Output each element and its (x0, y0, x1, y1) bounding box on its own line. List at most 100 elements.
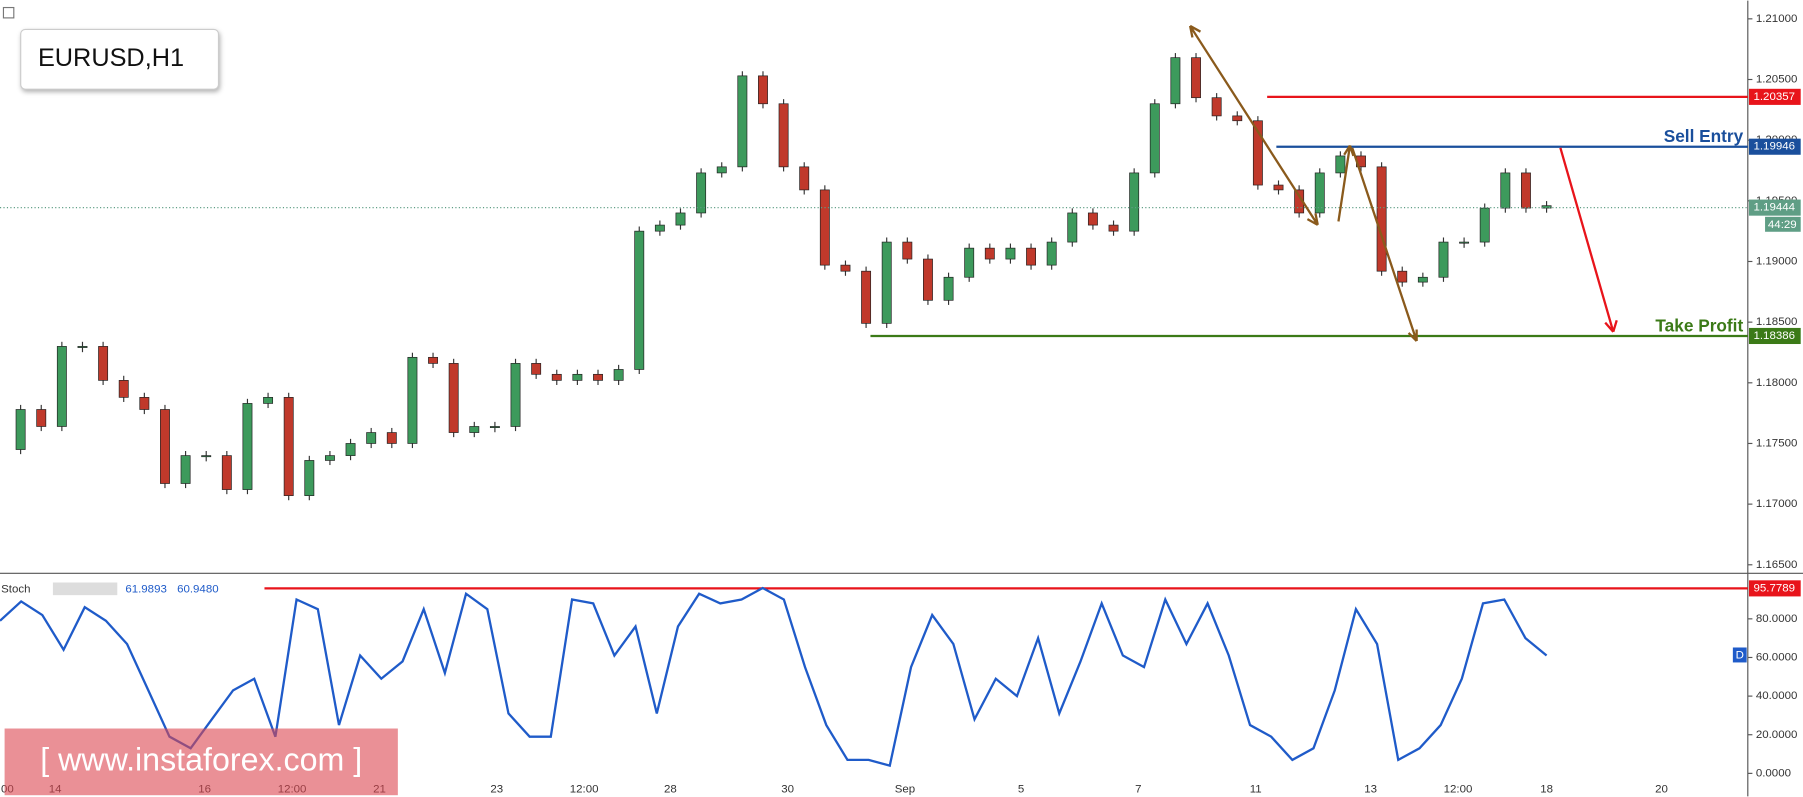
candle-body (551, 373, 562, 381)
x-tick-label: 12:00 (570, 783, 599, 795)
candle-body (1479, 207, 1490, 243)
candle-body (428, 356, 438, 364)
candle-body (1397, 270, 1408, 283)
x-tick-label: 20 (1655, 783, 1668, 795)
arrow (1337, 144, 1355, 222)
candle-body (1046, 241, 1057, 266)
candle-body (799, 166, 810, 191)
level-box (1748, 327, 1801, 345)
x-tick-label: 11 (1250, 783, 1262, 795)
candle-body (1005, 247, 1016, 260)
x-tick-label: 18 (1540, 783, 1553, 795)
candle-body (613, 369, 624, 381)
candle-body (160, 409, 170, 484)
candle-body (118, 380, 129, 398)
candle-body (1376, 166, 1387, 272)
y-tick-label: 1.18500 (1756, 316, 1798, 328)
collapse-icon[interactable] (2, 6, 15, 19)
candle-body (778, 103, 789, 168)
candle-body (407, 356, 418, 444)
arrow (1188, 24, 1319, 226)
candle-body (98, 346, 109, 381)
candle-body (1129, 172, 1140, 232)
candle-body (1273, 184, 1284, 191)
arrows (1188, 24, 1618, 342)
candle-body (77, 346, 88, 348)
y-tick-label: 1.17500 (1756, 437, 1798, 449)
timer-box (1765, 216, 1801, 232)
y-tick-label: 20.0000 (1756, 729, 1798, 741)
candle-body (923, 258, 933, 301)
candle-body (283, 397, 294, 496)
x-tick-label: 7 (1135, 783, 1141, 795)
candle-body (654, 224, 665, 232)
candle-body (489, 426, 500, 428)
y-tick-label: 1.20500 (1756, 74, 1798, 86)
y-tick-label: 1.16500 (1756, 559, 1798, 571)
candle-body (572, 373, 583, 381)
candle-body (984, 247, 995, 260)
candle-body (1067, 212, 1078, 243)
candle-body (1335, 155, 1346, 174)
candle-body (819, 189, 830, 266)
candle-body (1087, 212, 1098, 226)
symbol-title: EURUSD,H1 (38, 44, 184, 72)
x-tick-label: 23 (490, 783, 503, 795)
candle-body (1500, 172, 1511, 209)
candle-body (56, 346, 67, 427)
candle-body (386, 432, 397, 444)
level-label: 95.7789 (1753, 582, 1795, 594)
candle-body (1191, 57, 1201, 99)
candle-body (593, 373, 603, 381)
candle-body (345, 443, 356, 456)
candle-body (696, 172, 707, 214)
watermark: [ www.instaforex.com ] (40, 741, 362, 777)
indicator-buttons[interactable] (52, 582, 118, 596)
x-tick-label: 5 (1018, 783, 1024, 795)
candle-body (531, 363, 542, 375)
level-annotation: Take Profit (1655, 315, 1743, 335)
indicator-readout: 61.9893 (125, 583, 167, 595)
candle-body (758, 75, 768, 105)
level-box (1748, 88, 1801, 105)
arrow (1351, 147, 1418, 342)
y-tick-label: 1.17000 (1756, 498, 1798, 510)
candle-body (737, 75, 748, 168)
candle-body (366, 432, 377, 444)
candle-body (1211, 97, 1222, 117)
candle-body (15, 409, 26, 450)
level-annotation: Sell Entry (1664, 126, 1744, 146)
current-price-label: 1.19444 (1753, 202, 1795, 214)
candle-body (1521, 172, 1531, 209)
candle-body (1170, 57, 1181, 105)
marker: D (1736, 650, 1744, 662)
candle-body (324, 455, 335, 461)
candle-body (1459, 241, 1470, 244)
candle-body (1026, 247, 1036, 266)
level-label: 1.18386 (1753, 330, 1795, 342)
x-tick-label: 12:00 (1444, 783, 1473, 795)
candle-body (221, 455, 232, 490)
candle-body (861, 270, 872, 324)
candle-body (881, 241, 892, 324)
candle-body (943, 276, 954, 301)
y-tick-label: 0.0000 (1756, 767, 1791, 779)
current-price-box (1748, 199, 1801, 216)
y-tick-label: 60.0000 (1756, 652, 1798, 664)
candle-body (304, 460, 315, 496)
candle-body (675, 212, 686, 226)
y-tick-label: 1.19000 (1756, 256, 1798, 268)
level-label: 1.20357 (1753, 91, 1795, 103)
candle-body (964, 247, 975, 278)
candle-body (902, 241, 913, 260)
watermark-box (4, 728, 398, 796)
y-tick-label: 1.18000 (1756, 377, 1798, 389)
x-tick-label: Sep (895, 783, 915, 795)
indicator-name: Stoch (1, 583, 30, 595)
y-tick-label: 40.0000 (1756, 690, 1798, 702)
indicator-readout: 60.9480 (177, 583, 219, 595)
candle-body (263, 397, 274, 404)
candle-body (1232, 115, 1243, 122)
